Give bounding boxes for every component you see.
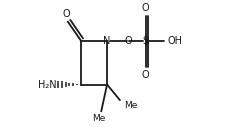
Text: O: O bbox=[124, 36, 132, 46]
Text: O: O bbox=[142, 3, 150, 13]
Text: S: S bbox=[143, 36, 149, 46]
Text: Me: Me bbox=[124, 101, 137, 110]
Text: Me: Me bbox=[92, 114, 106, 123]
Text: N: N bbox=[103, 36, 111, 46]
Text: O: O bbox=[63, 9, 70, 19]
Text: H₂N: H₂N bbox=[38, 80, 56, 89]
Text: OH: OH bbox=[167, 36, 182, 46]
Text: O: O bbox=[142, 70, 150, 80]
